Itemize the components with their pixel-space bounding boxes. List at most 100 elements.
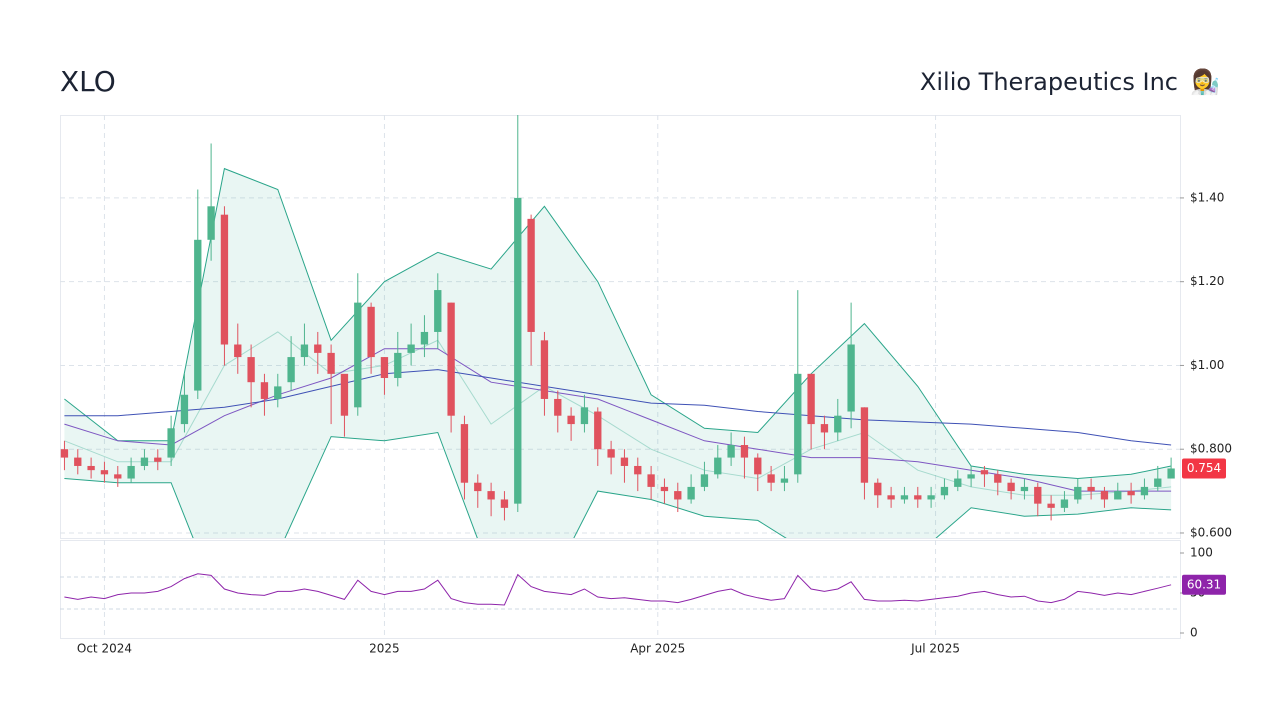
- candle-body: [380, 357, 389, 379]
- candle-body: [927, 495, 935, 500]
- candle-body: [967, 474, 975, 479]
- y-tick-label: 100: [1190, 546, 1213, 560]
- candle-body: [1154, 478, 1162, 487]
- candle-body: [234, 344, 242, 358]
- candle-body: [940, 486, 949, 496]
- candle-body: [60, 449, 69, 458]
- x-tick-label: Jul 2025: [910, 642, 960, 656]
- candle-body: [767, 474, 775, 483]
- y-tick-label: 0: [1190, 626, 1198, 640]
- candle-body: [954, 478, 962, 487]
- candle-body: [700, 474, 709, 487]
- candle-body: [727, 445, 735, 458]
- candle-body: [167, 428, 175, 458]
- y-tick-label: $1.40: [1190, 190, 1224, 204]
- candle-body: [434, 290, 442, 332]
- y-tick-label: $1.00: [1190, 358, 1224, 372]
- candle-body: [274, 386, 282, 399]
- candle-body: [1100, 491, 1109, 500]
- candle-body: [1140, 486, 1149, 496]
- candle-body: [260, 382, 269, 399]
- candle-body: [1060, 499, 1069, 508]
- ticker: XLO: [60, 65, 116, 98]
- candle-body: [794, 373, 802, 475]
- candle-body: [194, 239, 202, 391]
- candle-body: [540, 340, 549, 399]
- y-tick-label: $0.800: [1190, 442, 1232, 456]
- rsi-panel-frame: [60, 540, 1181, 639]
- candle-body: [180, 394, 189, 425]
- candle-body: [634, 465, 642, 475]
- candle-body: [407, 344, 415, 353]
- candle-body: [914, 495, 922, 500]
- candle-body: [674, 491, 682, 500]
- candle-body: [660, 486, 669, 492]
- candle-body: [527, 218, 535, 332]
- candle-body: [740, 445, 749, 458]
- candle-body: [87, 465, 95, 471]
- candle-body: [474, 482, 482, 492]
- bollinger-upper: [64, 167, 1172, 480]
- candle-body: [594, 411, 602, 450]
- candle-body: [500, 499, 509, 508]
- candle-body: [860, 407, 869, 483]
- candle-body: [100, 470, 109, 475]
- candle-body: [447, 302, 455, 416]
- candle-body: [647, 474, 655, 487]
- x-tick-label: Apr 2025: [630, 642, 685, 656]
- candle-body: [820, 424, 829, 433]
- candle-body: [847, 344, 855, 412]
- y-tick-label: $0.600: [1190, 525, 1232, 539]
- candle-body: [314, 344, 322, 353]
- candle-body: [127, 465, 135, 479]
- candle-body: [1087, 486, 1095, 492]
- bollinger-fill: [64, 168, 1172, 538]
- candle-body: [1047, 503, 1055, 508]
- candle-body: [327, 352, 335, 374]
- candle-body: [367, 306, 375, 358]
- bollinger-lower: [64, 431, 1172, 538]
- plot-area: [60, 540, 1180, 638]
- candle-body: [220, 214, 229, 345]
- candle-body: [714, 457, 722, 475]
- candle-body: [1007, 482, 1015, 492]
- last-price-box: [1182, 458, 1226, 479]
- candle-body: [460, 424, 469, 483]
- candle-body: [1074, 486, 1082, 500]
- candle-body: [607, 449, 615, 458]
- candle-body: [620, 457, 629, 466]
- candle-body: [834, 415, 842, 433]
- rsi-value-label: 60.31: [1187, 577, 1221, 591]
- candle-body: [1034, 486, 1042, 504]
- candle-body: [140, 457, 149, 466]
- candle-body: [1167, 468, 1175, 479]
- x-tick-label: Oct 2024: [77, 642, 132, 656]
- y-tick-label: $1.20: [1190, 274, 1224, 288]
- candle-body: [394, 352, 402, 379]
- candle-body: [487, 491, 495, 500]
- candle-body: [1020, 486, 1029, 492]
- candle-body: [780, 478, 789, 483]
- candle-body: [207, 206, 215, 240]
- candle-body: [687, 486, 695, 500]
- company-name: Xilio Therapeutics Inc: [920, 68, 1178, 96]
- candle-body: [887, 495, 895, 500]
- candle-body: [994, 474, 1002, 483]
- candle-body: [567, 415, 575, 425]
- candle-body: [980, 470, 989, 475]
- rsi-value-box: [1182, 574, 1226, 595]
- candle-body: [287, 357, 295, 383]
- candle-body: [247, 357, 255, 383]
- candle-body: [754, 457, 762, 475]
- last-price-label: 0.754: [1187, 461, 1221, 475]
- candle-body: [420, 331, 429, 345]
- x-tick-label: 2025: [369, 642, 400, 656]
- company-icon: 👩‍🔬: [1190, 68, 1220, 96]
- candle-body: [1127, 491, 1135, 496]
- candle-body: [340, 373, 349, 416]
- candle-body: [514, 197, 522, 504]
- candle-body: [874, 482, 882, 496]
- candle-body: [114, 474, 122, 479]
